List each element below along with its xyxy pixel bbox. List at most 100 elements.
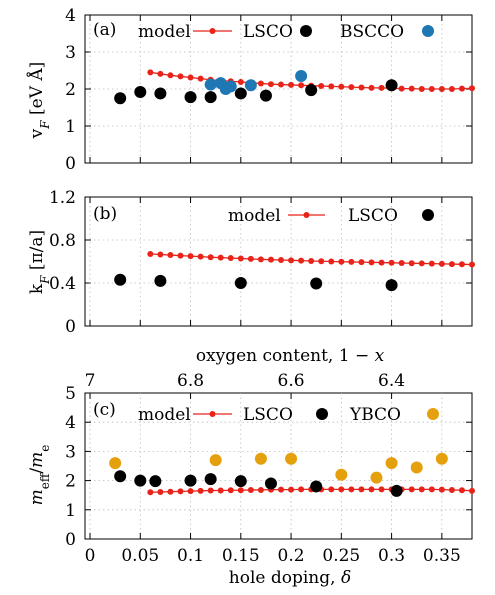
- legend-lsco-marker: [422, 209, 434, 221]
- model-point: [418, 486, 425, 493]
- legend-third-marker: [427, 408, 439, 420]
- lsco-point: [134, 474, 147, 487]
- ybco-point: [435, 452, 448, 465]
- model-point: [257, 256, 264, 263]
- model-point: [267, 81, 274, 88]
- lsco-point: [259, 89, 272, 102]
- model-point: [408, 486, 415, 493]
- legend-third-marker: [422, 25, 434, 37]
- model-point: [418, 86, 425, 92]
- y-tick-label: 2: [65, 472, 76, 492]
- y-tick-label: 4: [65, 413, 76, 433]
- model-point: [318, 83, 325, 90]
- ybco-point: [285, 452, 298, 465]
- model-point: [368, 259, 375, 266]
- model-point: [308, 257, 315, 264]
- bscco-point: [204, 78, 217, 91]
- legend-label-lsco: LSCO: [243, 405, 293, 425]
- model-point: [217, 487, 224, 494]
- model-point: [298, 486, 305, 493]
- lsco-point: [154, 87, 167, 100]
- model-point: [298, 82, 305, 89]
- model-point: [458, 261, 465, 268]
- lsco-point: [310, 277, 323, 290]
- legend-lsco-marker: [316, 408, 328, 420]
- model-point: [448, 86, 455, 92]
- model-point: [428, 486, 435, 493]
- lsco-point: [264, 477, 277, 490]
- model-point: [278, 256, 285, 263]
- x-tick-label: 0.35: [423, 546, 461, 566]
- model-point: [157, 488, 164, 495]
- model-point: [328, 83, 335, 90]
- lsco-point: [149, 475, 162, 488]
- model-point: [469, 487, 475, 494]
- y-tick-label: 1: [65, 117, 76, 137]
- model-point: [147, 250, 154, 257]
- model-point: [237, 78, 244, 85]
- ybco-point: [385, 457, 398, 470]
- model-point: [257, 80, 264, 87]
- legend-model-marker: [209, 411, 216, 417]
- y-tick-label: 4: [65, 6, 76, 26]
- model-point: [338, 258, 345, 265]
- top-x-tick-label: 7: [85, 371, 96, 391]
- model-point: [418, 260, 425, 267]
- lsco-point: [385, 79, 398, 92]
- model-point: [187, 74, 194, 81]
- x-tick-label: 0.25: [322, 546, 360, 566]
- y-tick-label: 0.8: [49, 231, 76, 251]
- model-point: [438, 486, 445, 493]
- ybco-point: [254, 452, 267, 465]
- lsco-point: [305, 84, 318, 97]
- bscco-point: [244, 79, 257, 92]
- y-tick-label: 0: [65, 530, 76, 550]
- model-point: [348, 84, 355, 91]
- model-point: [448, 261, 455, 268]
- model-point: [207, 487, 214, 494]
- ybco-point: [209, 454, 222, 467]
- model-point: [448, 486, 455, 493]
- model-point: [368, 84, 375, 91]
- lsco-point: [234, 475, 247, 488]
- lsco-point: [234, 87, 247, 100]
- y-tick-label: 1: [65, 501, 76, 521]
- model-point: [147, 69, 154, 76]
- lsco-point: [204, 473, 217, 486]
- model-point: [288, 81, 295, 88]
- ybco-point: [370, 471, 383, 484]
- legend-label-model: model: [138, 22, 191, 42]
- model-point: [458, 85, 465, 92]
- panel-c-top-xlabel: oxygen content, 1 − x: [196, 346, 385, 366]
- panel-b-label: (b): [93, 204, 117, 224]
- model-point: [408, 260, 415, 267]
- lsco-point: [385, 279, 398, 292]
- panel-c-ylabel: meff/me: [27, 445, 52, 506]
- legend-label-lsco: LSCO: [243, 22, 293, 42]
- y-tick-label: 5: [65, 384, 76, 404]
- model-point: [267, 256, 274, 263]
- model-point: [278, 81, 285, 88]
- legend-model-marker: [209, 28, 216, 34]
- plot-frame: [84, 196, 473, 327]
- top-x-tick-label: 6.6: [278, 371, 305, 391]
- lsco-point: [114, 273, 127, 286]
- lsco-point: [310, 480, 323, 493]
- model-point: [278, 486, 285, 493]
- model-point: [247, 255, 254, 262]
- model-point: [227, 255, 234, 262]
- ybco-point: [335, 468, 348, 481]
- lsco-point: [134, 85, 147, 98]
- model-point: [328, 258, 335, 265]
- x-tick-label: 0: [85, 546, 96, 566]
- panel-c-xlabel: hole doping, δ: [229, 568, 351, 588]
- legend-model-marker: [303, 212, 310, 218]
- model-point: [358, 259, 365, 266]
- model-point: [177, 73, 184, 80]
- chart-marks: 0 1 2 3 4 model LSCO BSCCO 0 0.4 0.8 1.2 model LSCO 0 1…: [49, 6, 475, 566]
- model-point: [157, 70, 164, 77]
- model-point: [458, 487, 465, 494]
- legend-label-model: model: [228, 206, 281, 226]
- x-tick-label: 0.3: [378, 546, 405, 566]
